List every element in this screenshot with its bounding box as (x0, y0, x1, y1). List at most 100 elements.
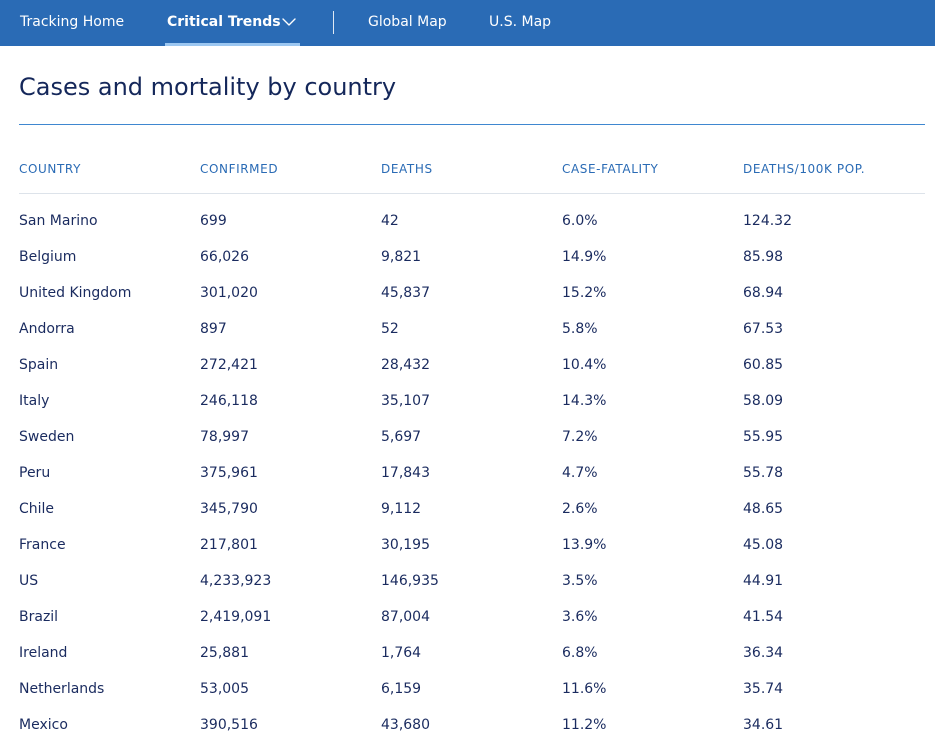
cell-country: Sweden (19, 429, 75, 445)
chevron-down-icon[interactable] (282, 16, 296, 28)
cell-country: Andorra (19, 321, 75, 337)
cell-country: Netherlands (19, 681, 105, 697)
cell-deaths: 5,697 (381, 429, 422, 445)
cell-confirmed: 246,118 (200, 393, 258, 409)
cell-confirmed: 66,026 (200, 249, 249, 265)
title-divider (19, 124, 925, 125)
cell-confirmed: 699 (200, 213, 227, 229)
cell-confirmed: 272,421 (200, 357, 258, 373)
cell-case-fatality: 4.7% (562, 465, 598, 481)
cell-confirmed: 25,881 (200, 645, 249, 661)
cell-deaths: 146,935 (381, 573, 439, 589)
cell-confirmed: 301,020 (200, 285, 258, 301)
cell-case-fatality: 14.3% (562, 393, 607, 409)
nav-us-map[interactable]: U.S. Map (489, 14, 552, 30)
cell-deaths: 9,112 (381, 501, 422, 517)
table-row: US 4,233,923 146,935 3.5% 44.91 (0, 563, 935, 599)
cell-country: Peru (19, 465, 51, 481)
column-header-deaths[interactable]: DEATHS (381, 162, 433, 176)
nav-divider (333, 11, 334, 34)
nav-global-map[interactable]: Global Map (368, 14, 447, 30)
cell-deaths-per-100k: 36.34 (743, 645, 784, 661)
table-row: Netherlands 53,005 6,159 11.6% 35.74 (0, 671, 935, 707)
cell-deaths: 9,821 (381, 249, 422, 265)
column-header-country[interactable]: COUNTRY (19, 162, 82, 176)
cell-confirmed: 78,997 (200, 429, 249, 445)
cell-country: Mexico (19, 717, 68, 733)
cell-case-fatality: 11.2% (562, 717, 607, 733)
header-divider (19, 193, 925, 194)
cell-deaths-per-100k: 85.98 (743, 249, 784, 265)
cell-country: Brazil (19, 609, 59, 625)
nav-tracking-home[interactable]: Tracking Home (20, 14, 125, 30)
cell-deaths-per-100k: 60.85 (743, 357, 784, 373)
table-row: Brazil 2,419,091 87,004 3.6% 41.54 (0, 599, 935, 635)
cell-deaths: 45,837 (381, 285, 430, 301)
cell-case-fatality: 3.6% (562, 609, 598, 625)
table-row: United Kingdom 301,020 45,837 15.2% 68.94 (0, 275, 935, 311)
cell-case-fatality: 10.4% (562, 357, 607, 373)
cell-confirmed: 2,419,091 (200, 609, 272, 625)
cell-deaths: 28,432 (381, 357, 430, 373)
nav-critical-trends-label: Critical Trends (167, 14, 281, 30)
column-header-case-fatality[interactable]: CASE-FATALITY (562, 162, 659, 176)
cell-case-fatality: 11.6% (562, 681, 607, 697)
cell-deaths: 1,764 (381, 645, 422, 661)
cell-country: US (19, 573, 39, 589)
top-navigation: Tracking Home Critical Trends Global Map… (0, 0, 935, 46)
table-row: Spain 272,421 28,432 10.4% 60.85 (0, 347, 935, 383)
column-header-confirmed[interactable]: CONFIRMED (200, 162, 279, 176)
cell-deaths-per-100k: 68.94 (743, 285, 784, 301)
table-row: France 217,801 30,195 13.9% 45.08 (0, 527, 935, 563)
cell-case-fatality: 14.9% (562, 249, 607, 265)
cell-deaths: 43,680 (381, 717, 430, 733)
cell-deaths-per-100k: 44.91 (743, 573, 784, 589)
column-header-deaths-per-100k[interactable]: DEATHS/100K POP. (743, 162, 866, 176)
table-row: Chile 345,790 9,112 2.6% 48.65 (0, 491, 935, 527)
table-row: Peru 375,961 17,843 4.7% 55.78 (0, 455, 935, 491)
cell-country: Spain (19, 357, 59, 373)
cell-confirmed: 53,005 (200, 681, 249, 697)
table-row: Belgium 66,026 9,821 14.9% 85.98 (0, 239, 935, 275)
cell-deaths-per-100k: 35.74 (743, 681, 784, 697)
cell-confirmed: 390,516 (200, 717, 258, 733)
cell-deaths-per-100k: 55.78 (743, 465, 784, 481)
cell-deaths-per-100k: 58.09 (743, 393, 784, 409)
table-row: Andorra 897 52 5.8% 67.53 (0, 311, 935, 347)
table-row: Ireland 25,881 1,764 6.8% 36.34 (0, 635, 935, 671)
cell-deaths: 35,107 (381, 393, 430, 409)
cell-deaths: 30,195 (381, 537, 430, 553)
cell-deaths-per-100k: 124.32 (743, 213, 792, 229)
cell-country: Italy (19, 393, 50, 409)
cell-case-fatality: 15.2% (562, 285, 607, 301)
cell-deaths: 17,843 (381, 465, 430, 481)
table-row: San Marino 699 42 6.0% 124.32 (0, 203, 935, 239)
cell-case-fatality: 13.9% (562, 537, 607, 553)
cell-confirmed: 345,790 (200, 501, 258, 517)
cell-deaths-per-100k: 48.65 (743, 501, 784, 517)
cell-confirmed: 217,801 (200, 537, 258, 553)
cell-deaths-per-100k: 41.54 (743, 609, 784, 625)
cell-case-fatality: 5.8% (562, 321, 598, 337)
cell-deaths-per-100k: 34.61 (743, 717, 784, 733)
cell-case-fatality: 7.2% (562, 429, 598, 445)
cell-country: United Kingdom (19, 285, 132, 301)
cell-case-fatality: 3.5% (562, 573, 598, 589)
table-row: Sweden 78,997 5,697 7.2% 55.95 (0, 419, 935, 455)
cell-country: Belgium (19, 249, 77, 265)
cell-country: Chile (19, 501, 55, 517)
cell-deaths-per-100k: 67.53 (743, 321, 784, 337)
cell-case-fatality: 6.8% (562, 645, 598, 661)
cell-case-fatality: 6.0% (562, 213, 598, 229)
page-title: Cases and mortality by country (19, 73, 397, 101)
cell-deaths-per-100k: 55.95 (743, 429, 784, 445)
table-row: Italy 246,118 35,107 14.3% 58.09 (0, 383, 935, 419)
cell-deaths: 6,159 (381, 681, 422, 697)
cell-deaths: 42 (381, 213, 399, 229)
cell-country: San Marino (19, 213, 98, 229)
cell-confirmed: 375,961 (200, 465, 258, 481)
cell-country: France (19, 537, 66, 553)
table-row: Mexico 390,516 43,680 11.2% 34.61 (0, 707, 935, 743)
nav-critical-trends[interactable]: Critical Trends (167, 0, 281, 46)
cell-deaths: 87,004 (381, 609, 430, 625)
